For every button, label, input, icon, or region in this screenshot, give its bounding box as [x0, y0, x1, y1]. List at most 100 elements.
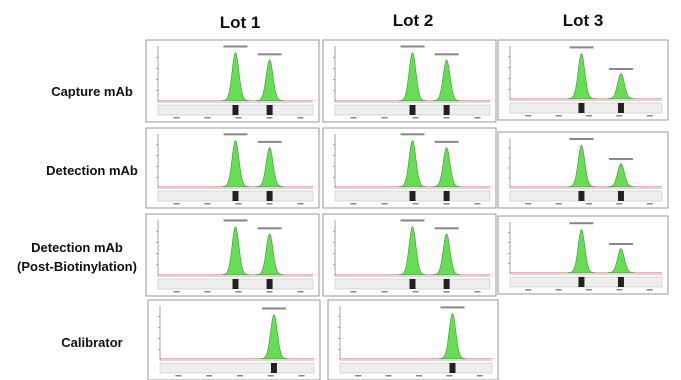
- x-tick: [586, 115, 592, 117]
- peak-label: [258, 227, 282, 229]
- x-tick: [382, 117, 388, 119]
- peak-label: [401, 45, 425, 47]
- x-tick: [444, 117, 450, 119]
- x-tick: [174, 291, 180, 293]
- gel-strip: [510, 277, 662, 287]
- x-tick: [351, 203, 357, 205]
- peak-label: [401, 133, 425, 135]
- gel-band: [233, 279, 239, 289]
- gel-band: [267, 191, 273, 201]
- gel-strip: [160, 363, 314, 373]
- x-tick: [267, 117, 273, 119]
- x-tick: [351, 291, 357, 293]
- x-tick: [205, 291, 211, 293]
- gel-band: [449, 363, 455, 373]
- gel-band: [618, 277, 624, 287]
- x-tick: [525, 203, 531, 205]
- row-label: Calibrator: [61, 335, 122, 350]
- x-tick: [299, 375, 305, 377]
- peak-label: [224, 219, 248, 221]
- gel-band: [410, 191, 416, 201]
- x-tick: [351, 117, 357, 119]
- x-tick: [616, 115, 622, 117]
- x-tick: [446, 375, 452, 377]
- x-tick: [416, 375, 422, 377]
- x-tick: [475, 291, 481, 293]
- peak-label: [435, 53, 459, 55]
- x-tick: [386, 375, 392, 377]
- gel-band: [233, 105, 239, 115]
- x-tick: [444, 291, 450, 293]
- peak-label: [569, 46, 593, 48]
- x-tick: [382, 203, 388, 205]
- column-header: Lot 2: [393, 11, 434, 30]
- x-tick: [556, 115, 562, 117]
- peak-label: [435, 141, 459, 143]
- x-tick: [477, 375, 483, 377]
- gel-band: [271, 363, 277, 373]
- x-tick: [174, 203, 180, 205]
- x-tick: [298, 117, 304, 119]
- x-tick: [586, 203, 592, 205]
- column-header: Lot 1: [220, 13, 261, 32]
- figure: Lot 1 Lot 2 Lot 3 Capture mAb Detection …: [0, 0, 681, 380]
- x-tick: [205, 117, 211, 119]
- x-tick: [267, 203, 273, 205]
- x-tick: [268, 375, 274, 377]
- gel-strip: [510, 191, 662, 201]
- x-tick: [413, 117, 419, 119]
- x-tick: [444, 203, 450, 205]
- x-tick: [236, 291, 242, 293]
- x-tick: [413, 291, 419, 293]
- x-tick: [355, 375, 361, 377]
- x-tick: [236, 117, 242, 119]
- x-tick: [174, 117, 180, 119]
- gel-band: [267, 105, 273, 115]
- row-label: Detection mAb: [31, 240, 123, 255]
- peak-label: [224, 45, 248, 47]
- x-tick: [556, 289, 562, 291]
- x-tick: [237, 375, 243, 377]
- x-tick: [616, 289, 622, 291]
- gel-strip: [340, 363, 492, 373]
- x-tick: [525, 115, 531, 117]
- x-tick: [298, 291, 304, 293]
- peak-label: [401, 219, 425, 221]
- x-tick: [647, 203, 653, 205]
- x-tick: [205, 203, 211, 205]
- x-tick: [175, 375, 181, 377]
- x-tick: [382, 291, 388, 293]
- gel-band: [444, 279, 450, 289]
- gel-band: [267, 279, 273, 289]
- x-tick: [525, 289, 531, 291]
- gel-band: [578, 103, 584, 113]
- peak-label: [609, 158, 633, 160]
- x-tick: [647, 115, 653, 117]
- gel-band: [410, 105, 416, 115]
- gel-band: [618, 191, 624, 201]
- peak-label: [262, 307, 286, 309]
- gel-band: [618, 103, 624, 113]
- row-label: Detection mAb: [46, 163, 138, 178]
- gel-strip: [510, 103, 662, 113]
- peak-label: [609, 68, 633, 70]
- gel-band: [578, 191, 584, 201]
- peak-label: [435, 227, 459, 229]
- peak-label: [258, 141, 282, 143]
- x-tick: [267, 291, 273, 293]
- x-tick: [647, 289, 653, 291]
- row-label: Capture mAb: [51, 84, 133, 99]
- x-tick: [475, 117, 481, 119]
- panels: [146, 40, 668, 380]
- peak-label: [569, 138, 593, 140]
- column-header: Lot 3: [563, 11, 604, 30]
- peak-label: [609, 243, 633, 245]
- gel-band: [444, 191, 450, 201]
- peak-label: [224, 133, 248, 135]
- peak-label: [440, 306, 464, 308]
- gel-band: [578, 277, 584, 287]
- x-tick: [236, 203, 242, 205]
- peak-label: [569, 222, 593, 224]
- x-tick: [616, 203, 622, 205]
- x-tick: [206, 375, 212, 377]
